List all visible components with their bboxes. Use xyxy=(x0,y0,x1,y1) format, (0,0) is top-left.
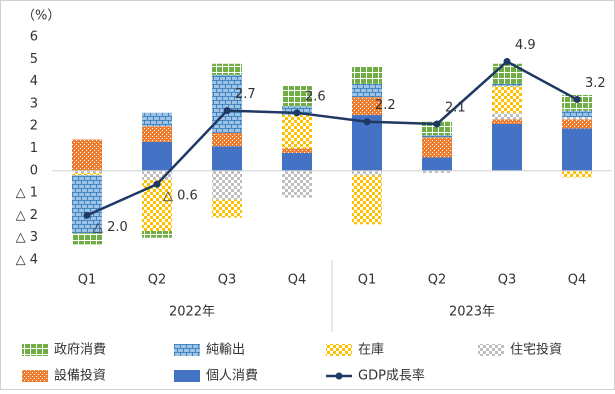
legend-label: 設備投資 xyxy=(54,368,106,384)
bar-segment xyxy=(212,132,242,147)
bar-segment xyxy=(562,170,592,178)
legend-label: GDP成長率 xyxy=(358,368,425,384)
legend-label: 在庫 xyxy=(358,343,384,358)
data-label: 4.9 xyxy=(515,38,536,53)
bar-segment xyxy=(492,83,522,87)
bar-segment xyxy=(72,173,102,176)
bar-segment xyxy=(282,115,312,149)
data-label: 2.2 xyxy=(375,98,396,113)
bar-segment xyxy=(212,146,242,171)
data-label: △ 0.6 xyxy=(163,189,198,204)
bar-segment xyxy=(492,86,522,113)
legend-swatch xyxy=(22,370,48,382)
bar-segment xyxy=(562,110,592,118)
data-label: 2.7 xyxy=(235,87,256,102)
line-point xyxy=(573,95,581,103)
legend-swatch xyxy=(22,344,48,356)
y-tick-label: 4 xyxy=(30,74,38,89)
bar-segment xyxy=(352,97,382,116)
bar-segment xyxy=(562,128,592,171)
bar-segment xyxy=(562,119,592,129)
legend-swatch xyxy=(174,344,200,356)
x-group-label: 2023年 xyxy=(449,305,495,320)
bar-segment xyxy=(142,112,172,127)
x-tick-label: Q2 xyxy=(428,273,447,288)
bar-segment xyxy=(72,233,102,245)
bar-segment xyxy=(352,170,382,176)
bar-segment xyxy=(142,231,172,238)
bar-segment xyxy=(212,74,242,133)
y-tick-label: 0 xyxy=(30,163,38,178)
bar-segment xyxy=(492,123,522,171)
bar-segment xyxy=(72,175,102,234)
bar-segment xyxy=(422,121,452,136)
bar-segment xyxy=(352,83,382,98)
y-tick-label: △ 4 xyxy=(16,253,38,268)
line-point xyxy=(363,118,371,126)
y-unit: （%） xyxy=(22,9,60,24)
x-tick-label: Q1 xyxy=(78,273,97,288)
line-point xyxy=(433,120,441,128)
bar-segment xyxy=(492,112,522,120)
y-tick-label: 3 xyxy=(30,96,38,111)
bar-segment xyxy=(562,117,592,120)
bar-segment xyxy=(352,65,382,84)
bar-segment xyxy=(422,157,452,171)
x-tick-label: Q2 xyxy=(148,273,167,288)
line-point xyxy=(293,109,301,117)
data-label: 2.1 xyxy=(445,100,466,115)
x-tick-label: Q4 xyxy=(568,273,587,288)
bar-segment xyxy=(422,135,452,138)
x-tick-label: Q1 xyxy=(358,273,377,288)
legend-swatch xyxy=(326,344,352,356)
bar-segment xyxy=(282,148,312,153)
bar-segment xyxy=(142,170,172,180)
bar-segment xyxy=(72,139,102,171)
bar-segment xyxy=(212,170,242,200)
line-point xyxy=(503,58,511,66)
legend-label: 個人消費 xyxy=(206,369,258,384)
y-tick-label: △ 2 xyxy=(16,208,38,223)
y-tick-label: 1 xyxy=(30,141,38,156)
x-tick-label: Q3 xyxy=(218,273,237,288)
legend-swatch xyxy=(174,370,200,382)
bar-segment xyxy=(142,126,172,142)
x-tick-label: Q3 xyxy=(498,273,517,288)
y-tick-label: 2 xyxy=(30,119,38,134)
y-tick-label: 6 xyxy=(30,30,38,45)
bar-segment xyxy=(492,119,522,124)
y-tick-label: △ 1 xyxy=(16,186,38,201)
line-point xyxy=(83,211,91,219)
bar-segment xyxy=(282,86,312,107)
bar-segment xyxy=(282,152,312,171)
bar-segment xyxy=(282,170,312,198)
x-tick-label: Q4 xyxy=(288,273,307,288)
legend-label: 住宅投資 xyxy=(510,342,562,358)
y-tick-label: 5 xyxy=(30,52,38,67)
bar-segment xyxy=(422,170,452,174)
legend-swatch xyxy=(478,344,504,356)
bar-segment xyxy=(422,137,452,158)
line-point xyxy=(153,180,161,188)
data-label: 3.2 xyxy=(585,76,606,91)
bar-segment xyxy=(212,63,242,75)
bar-segment xyxy=(212,199,242,218)
y-tick-label: △ 3 xyxy=(16,230,38,245)
legend-swatch xyxy=(335,372,343,380)
bar-segment xyxy=(142,141,172,171)
bar-segment xyxy=(352,175,382,225)
line-point xyxy=(223,107,231,115)
data-label: 2.6 xyxy=(305,89,326,104)
legend-label: 政府消費 xyxy=(54,343,106,358)
data-label: △ 2.0 xyxy=(93,220,128,235)
bar-segment xyxy=(72,170,102,174)
line xyxy=(86,60,578,217)
x-group-label: 2022年 xyxy=(169,305,215,320)
legend-label: 純輸出 xyxy=(206,343,245,358)
